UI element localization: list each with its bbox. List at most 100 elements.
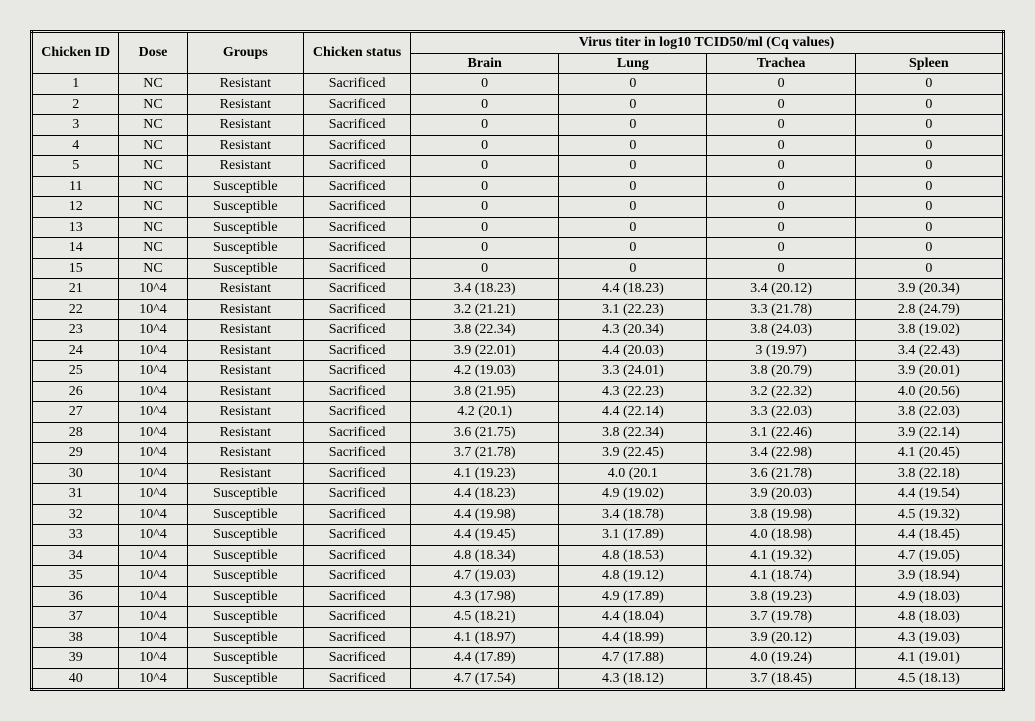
cell-status: Sacrificed (304, 238, 411, 259)
cell-trachea: 0 (707, 135, 855, 156)
col-header-spleen: Spleen (855, 53, 1003, 74)
col-header-dose: Dose (119, 32, 187, 74)
cell-brain: 4.7 (19.03) (411, 566, 559, 587)
table-row: 2510^4ResistantSacrificed4.2 (19.03)3.3 … (32, 361, 1004, 382)
table-row: 3210^4SusceptibleSacrificed4.4 (19.98)3.… (32, 504, 1004, 525)
table-row: 3810^4SusceptibleSacrificed4.1 (18.97)4.… (32, 627, 1004, 648)
cell-lung: 3.8 (22.34) (559, 422, 707, 443)
cell-trachea: 0 (707, 197, 855, 218)
table-body: 1NCResistantSacrificed00002NCResistantSa… (32, 74, 1004, 690)
cell-id: 38 (32, 627, 119, 648)
cell-brain: 0 (411, 176, 559, 197)
cell-group: Resistant (187, 361, 304, 382)
cell-spleen: 4.5 (18.13) (855, 668, 1003, 690)
cell-id: 5 (32, 156, 119, 177)
table-row: 2810^4ResistantSacrificed3.6 (21.75)3.8 … (32, 422, 1004, 443)
cell-status: Sacrificed (304, 156, 411, 177)
cell-id: 21 (32, 279, 119, 300)
cell-lung: 4.3 (22.23) (559, 381, 707, 402)
cell-trachea: 3.8 (19.98) (707, 504, 855, 525)
cell-group: Resistant (187, 94, 304, 115)
cell-dose: 10^4 (119, 504, 187, 525)
cell-group: Susceptible (187, 525, 304, 546)
cell-spleen: 4.0 (20.56) (855, 381, 1003, 402)
cell-lung: 4.9 (17.89) (559, 586, 707, 607)
cell-spleen: 0 (855, 94, 1003, 115)
cell-group: Susceptible (187, 504, 304, 525)
cell-brain: 4.4 (18.23) (411, 484, 559, 505)
cell-group: Resistant (187, 422, 304, 443)
cell-brain: 0 (411, 258, 559, 279)
cell-trachea: 3.9 (20.03) (707, 484, 855, 505)
cell-brain: 3.4 (18.23) (411, 279, 559, 300)
cell-brain: 4.4 (17.89) (411, 648, 559, 669)
cell-id: 35 (32, 566, 119, 587)
table-row: 2110^4ResistantSacrificed3.4 (18.23)4.4 … (32, 279, 1004, 300)
cell-trachea: 3.2 (22.32) (707, 381, 855, 402)
cell-group: Resistant (187, 279, 304, 300)
cell-id: 39 (32, 648, 119, 669)
cell-brain: 4.5 (18.21) (411, 607, 559, 628)
cell-brain: 4.4 (19.45) (411, 525, 559, 546)
cell-status: Sacrificed (304, 402, 411, 423)
cell-id: 12 (32, 197, 119, 218)
cell-id: 37 (32, 607, 119, 628)
cell-trachea: 3.6 (21.78) (707, 463, 855, 484)
cell-lung: 4.4 (22.14) (559, 402, 707, 423)
cell-id: 27 (32, 402, 119, 423)
cell-status: Sacrificed (304, 525, 411, 546)
cell-id: 11 (32, 176, 119, 197)
cell-dose: 10^4 (119, 586, 187, 607)
cell-trachea: 0 (707, 176, 855, 197)
cell-spleen: 0 (855, 115, 1003, 136)
cell-dose: 10^4 (119, 566, 187, 587)
cell-dose: 10^4 (119, 361, 187, 382)
cell-status: Sacrificed (304, 197, 411, 218)
cell-lung: 0 (559, 156, 707, 177)
cell-spleen: 3.8 (19.02) (855, 320, 1003, 341)
cell-id: 4 (32, 135, 119, 156)
cell-group: Resistant (187, 156, 304, 177)
table-row: 1NCResistantSacrificed0000 (32, 74, 1004, 95)
cell-spleen: 4.8 (18.03) (855, 607, 1003, 628)
page-content: Chicken ID Dose Groups Chicken status Vi… (20, 20, 1015, 701)
cell-dose: 10^4 (119, 627, 187, 648)
table-row: 3910^4SusceptibleSacrificed4.4 (17.89)4.… (32, 648, 1004, 669)
table-row: 3NCResistantSacrificed0000 (32, 115, 1004, 136)
cell-lung: 4.4 (18.04) (559, 607, 707, 628)
cell-brain: 0 (411, 135, 559, 156)
cell-brain: 3.2 (21.21) (411, 299, 559, 320)
cell-spleen: 0 (855, 156, 1003, 177)
cell-lung: 4.0 (20.1 (559, 463, 707, 484)
cell-dose: NC (119, 217, 187, 238)
cell-spleen: 3.9 (22.14) (855, 422, 1003, 443)
cell-spleen: 0 (855, 258, 1003, 279)
cell-id: 25 (32, 361, 119, 382)
cell-spleen: 3.9 (20.34) (855, 279, 1003, 300)
cell-id: 15 (32, 258, 119, 279)
cell-trachea: 3.9 (20.12) (707, 627, 855, 648)
cell-lung: 0 (559, 74, 707, 95)
cell-status: Sacrificed (304, 299, 411, 320)
cell-trachea: 3.3 (22.03) (707, 402, 855, 423)
cell-spleen: 0 (855, 217, 1003, 238)
cell-brain: 4.2 (20.1) (411, 402, 559, 423)
cell-brain: 4.4 (19.98) (411, 504, 559, 525)
col-header-groups: Groups (187, 32, 304, 74)
cell-spleen: 3.9 (20.01) (855, 361, 1003, 382)
cell-lung: 4.7 (17.88) (559, 648, 707, 669)
cell-status: Sacrificed (304, 607, 411, 628)
cell-status: Sacrificed (304, 361, 411, 382)
table-row: 2NCResistantSacrificed0000 (32, 94, 1004, 115)
cell-group: Susceptible (187, 586, 304, 607)
cell-spleen: 2.8 (24.79) (855, 299, 1003, 320)
table-row: 13NCSusceptibleSacrificed0000 (32, 217, 1004, 238)
cell-group: Susceptible (187, 627, 304, 648)
cell-id: 13 (32, 217, 119, 238)
cell-status: Sacrificed (304, 484, 411, 505)
cell-brain: 4.7 (17.54) (411, 668, 559, 690)
cell-dose: NC (119, 74, 187, 95)
cell-dose: NC (119, 135, 187, 156)
cell-id: 24 (32, 340, 119, 361)
cell-brain: 0 (411, 238, 559, 259)
